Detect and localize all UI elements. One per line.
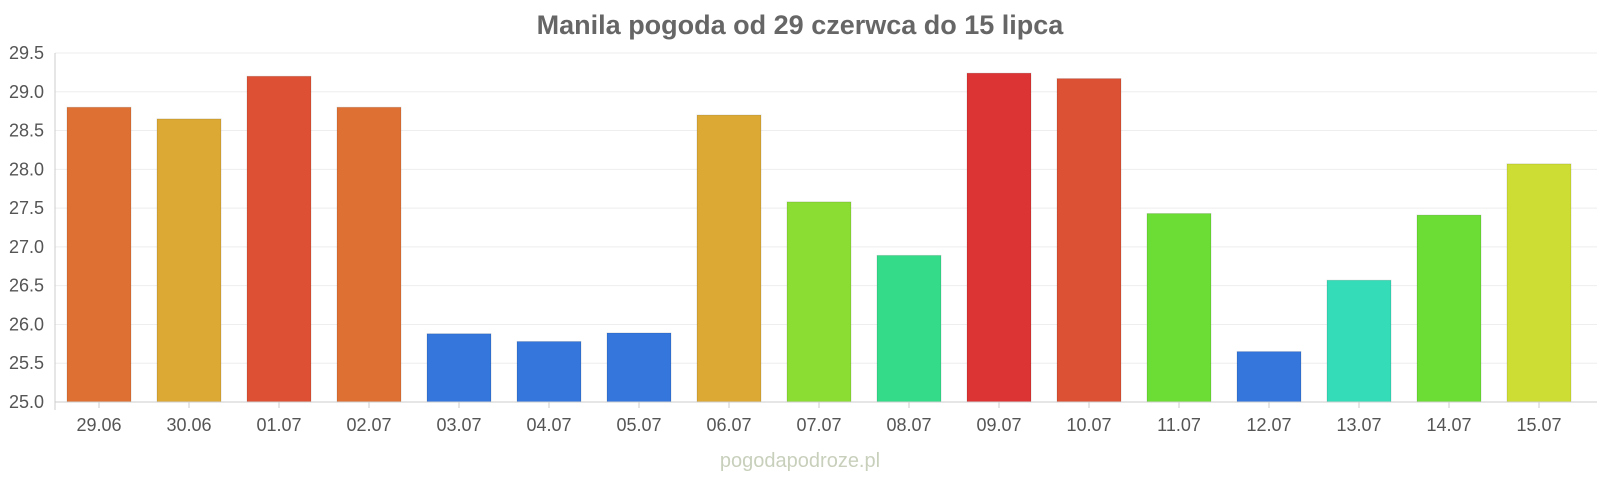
y-tick-label: 29.0 — [9, 82, 44, 102]
x-tick-label: 10.07 — [1066, 415, 1111, 435]
bar — [966, 72, 1032, 403]
y-tick-label: 26.0 — [9, 314, 44, 334]
x-tick-label: 09.07 — [976, 415, 1021, 435]
y-tick-label: 27.0 — [9, 237, 44, 257]
x-tick-label: 07.07 — [796, 415, 841, 435]
bar — [1326, 279, 1392, 403]
y-tick-label: 28.0 — [9, 159, 44, 179]
x-tick-label: 06.07 — [706, 415, 751, 435]
x-tick-label: 14.07 — [1426, 415, 1471, 435]
x-tick-label: 13.07 — [1336, 415, 1381, 435]
bar — [1146, 213, 1212, 403]
bar — [696, 114, 762, 403]
x-tick-label: 03.07 — [436, 415, 481, 435]
y-tick-label: 29.5 — [9, 43, 44, 63]
x-tick-label: 01.07 — [256, 415, 301, 435]
y-tick-label: 27.5 — [9, 198, 44, 218]
x-tick-label: 15.07 — [1516, 415, 1561, 435]
x-tick-label: 11.07 — [1157, 415, 1201, 435]
y-tick-label: 25.5 — [9, 353, 44, 373]
bar — [1236, 351, 1302, 403]
bar — [1506, 163, 1572, 403]
x-tick-label: 08.07 — [886, 415, 931, 435]
bar — [246, 75, 312, 403]
bar — [786, 201, 852, 403]
bar — [1056, 78, 1122, 403]
x-tick-label: 02.07 — [346, 415, 391, 435]
y-tick-label: 28.5 — [9, 121, 44, 141]
y-tick-label: 25.0 — [9, 392, 44, 412]
bar — [156, 118, 222, 403]
bar — [516, 341, 582, 403]
x-tick-label: 29.06 — [76, 415, 121, 435]
chart-title: Manila pogoda od 29 czerwca do 15 lipca — [536, 10, 1064, 40]
bars — [66, 72, 1572, 403]
bar — [606, 332, 672, 403]
bar — [66, 106, 132, 403]
x-tick-label: 05.07 — [616, 415, 661, 435]
x-tick-label: 12.07 — [1246, 415, 1291, 435]
y-tick-label: 26.5 — [9, 276, 44, 296]
watermark: pogodapodroze.pl — [719, 450, 881, 472]
y-axis: 25.0 25.5 26.0 26.5 27.0 27.5 28.0 28.5 29.0 29.5 — [9, 43, 56, 412]
bar — [876, 254, 942, 403]
x-tick-label: 30.06 — [166, 415, 211, 435]
bar — [426, 333, 492, 403]
bar — [336, 106, 402, 403]
bar — [1416, 214, 1482, 403]
x-axis: 29.06 30.06 01.07 02.07 03.07 04.07 05.07 06.07… — [55, 401, 1597, 435]
x-tick-label: 04.07 — [526, 415, 571, 435]
